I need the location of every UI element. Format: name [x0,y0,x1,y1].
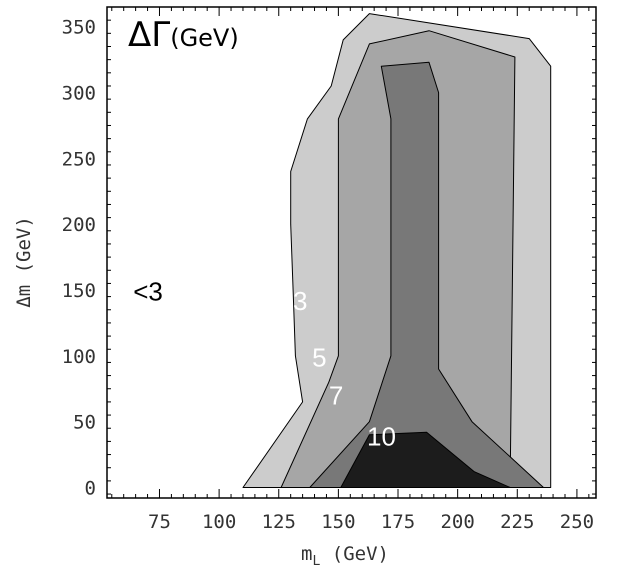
axis-ticks [107,7,596,498]
contour-region-7 [309,61,544,488]
contour-label: <3 [133,277,163,307]
y-tick-label: 0 [85,477,96,499]
x-tick-label: 125 [262,511,296,533]
plot-frame [106,6,597,499]
x-tick-label: 225 [500,511,534,533]
x-tick-label: 150 [321,511,355,533]
panel-title-unit: (GeV) [170,24,239,52]
x-tick-label: 75 [148,511,171,533]
y-tick-label: 350 [62,17,96,39]
x-axis-label-unit: (GeV) [320,543,389,565]
panel-title-symbol: ΔΓ [128,15,170,55]
x-tick-label: 250 [560,511,594,533]
contour-label: 3 [293,286,307,316]
contour-region-10 [340,431,511,488]
y-tick-label: 50 [73,412,96,434]
y-tick-label: 150 [62,280,96,302]
y-tick-label: 200 [62,214,96,236]
x-axis-label-sub: L [312,554,320,569]
x-axis-label: mL (GeV) [301,543,389,569]
x-tick-label: 175 [381,511,415,533]
contour-regions [242,13,552,488]
x-tick-label: 200 [440,511,474,533]
x-axis-label-main: m [301,543,312,565]
y-axis-label: Δm (GeV) [13,216,35,308]
contour-labels: <3 357 10 [133,277,396,452]
contour-label: 10 [367,421,396,451]
y-tick-label: 100 [62,346,96,368]
contour-label: 7 [329,381,343,411]
contour-label: 5 [312,342,326,372]
y-tick-label: 250 [62,148,96,170]
panel-title: ΔΓ(GeV) [128,15,239,55]
tick-labels: 75 100 125 150 175 200 225 250 0 50 100 150 200 250 30… [62,17,594,533]
x-tick-label: 100 [202,511,236,533]
y-tick-label: 300 [62,83,96,105]
